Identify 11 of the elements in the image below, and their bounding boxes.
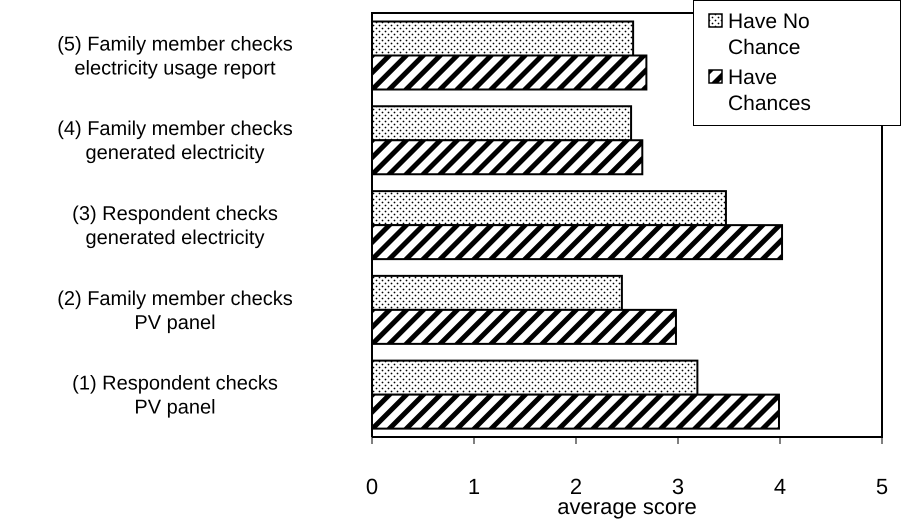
y-tick-label: (3) Respondent checks generated electricity [72, 203, 278, 249]
x-tick-label: 1 [468, 474, 480, 499]
y-tick-label: (5) Family member checks electricity usage report [57, 33, 293, 80]
x-tick-label: 0 [366, 474, 378, 499]
x-tick-label: 4 [774, 474, 786, 499]
x-tick-label: 5 [876, 474, 888, 499]
y-tick-label: (1) Respondent checks PV panel [72, 372, 278, 419]
legend-label: Have No Chance [728, 9, 811, 61]
y-tick-label: (4) Family member checks generated electricity [57, 118, 293, 164]
legend-label: Have Chances [728, 65, 812, 117]
y-tick-label: (2) Family member checks PV panel [57, 288, 293, 334]
